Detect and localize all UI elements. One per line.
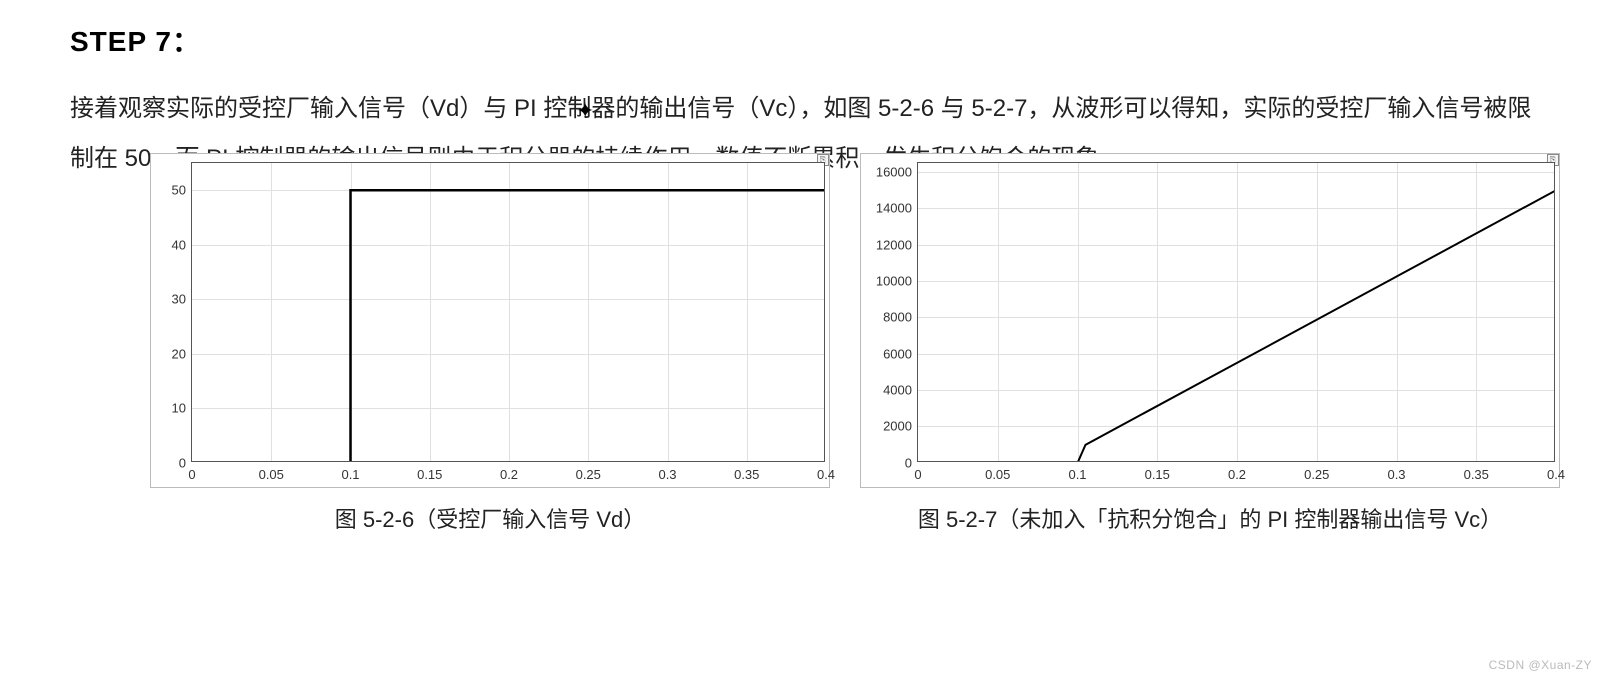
step-heading: STEP 7： [70, 20, 1534, 60]
y-tick-label: 8000 [883, 310, 912, 325]
y-tick-label: 0 [905, 455, 912, 470]
x-tick-label: 0.3 [1387, 467, 1405, 482]
y-tick-label: 0 [179, 455, 186, 470]
y-tick-label: 2000 [883, 419, 912, 434]
gridline-h [918, 390, 1554, 391]
plot-area: 00.050.10.150.20.250.30.350.401020304050 [191, 162, 825, 462]
gridline-v [509, 163, 510, 461]
gridline-h [918, 281, 1554, 282]
chart-left: ⎘ 00.050.10.150.20.250.30.350.4010203040… [150, 153, 830, 488]
x-tick-label: 0.3 [658, 467, 676, 482]
watermark-text: CSDN @Xuan-ZY [1489, 658, 1592, 672]
chart-right-column: ⎘ 00.050.10.150.20.250.30.350.4020004000… [860, 153, 1560, 534]
x-tick-label: 0.25 [576, 467, 601, 482]
x-tick-label: 0.2 [500, 467, 518, 482]
plot-area: 00.050.10.150.20.250.30.350.402000400060… [917, 162, 1555, 462]
chart-left-caption: 图 5-2-6（受控厂输入信号 Vd） [335, 502, 646, 534]
y-tick-label: 6000 [883, 346, 912, 361]
gridline-h [918, 317, 1554, 318]
gridline-h [918, 426, 1554, 427]
gridline-h [918, 172, 1554, 173]
x-tick-label: 0.25 [1304, 467, 1329, 482]
gridline-v [430, 163, 431, 461]
chart-right: ⎘ 00.050.10.150.20.250.30.350.4020004000… [860, 153, 1560, 488]
gridline-h [918, 245, 1554, 246]
x-tick-label: 0.15 [417, 467, 442, 482]
gridline-v [668, 163, 669, 461]
x-tick-label: 0.4 [1547, 467, 1565, 482]
charts-row: ⎘ 00.050.10.150.20.250.30.350.4010203040… [150, 153, 1534, 534]
x-tick-label: 0.05 [985, 467, 1010, 482]
x-tick-label: 0 [188, 467, 195, 482]
y-tick-label: 12000 [876, 237, 912, 252]
y-tick-label: 50 [172, 183, 186, 198]
x-tick-label: 0.35 [1464, 467, 1489, 482]
y-tick-label: 10000 [876, 273, 912, 288]
y-tick-label: 10 [172, 401, 186, 416]
chart-left-column: ⎘ 00.050.10.150.20.250.30.350.4010203040… [150, 153, 830, 534]
x-tick-label: 0.2 [1228, 467, 1246, 482]
x-tick-label: 0.15 [1145, 467, 1170, 482]
y-tick-label: 30 [172, 292, 186, 307]
gridline-v [588, 163, 589, 461]
gridline-h [918, 208, 1554, 209]
gridline-v [747, 163, 748, 461]
y-tick-label: 4000 [883, 383, 912, 398]
gridline-v [271, 163, 272, 461]
x-tick-label: 0.35 [734, 467, 759, 482]
gridline-h [192, 354, 824, 355]
x-tick-label: 0.4 [817, 467, 835, 482]
gridline-h [918, 354, 1554, 355]
series-line [192, 163, 824, 461]
chart-right-caption: 图 5-2-7（未加入「抗积分饱合」的 PI 控制器输出信号 Vc） [918, 502, 1502, 534]
y-tick-label: 16000 [876, 164, 912, 179]
gridline-h [192, 190, 824, 191]
y-tick-label: 20 [172, 346, 186, 361]
x-tick-label: 0 [914, 467, 921, 482]
x-tick-label: 0.1 [1068, 467, 1086, 482]
gridline-v [351, 163, 352, 461]
y-tick-label: 14000 [876, 201, 912, 216]
gridline-h [192, 299, 824, 300]
y-tick-label: 40 [172, 237, 186, 252]
gridline-h [192, 245, 824, 246]
x-tick-label: 0.05 [259, 467, 284, 482]
gridline-h [192, 408, 824, 409]
x-tick-label: 0.1 [341, 467, 359, 482]
